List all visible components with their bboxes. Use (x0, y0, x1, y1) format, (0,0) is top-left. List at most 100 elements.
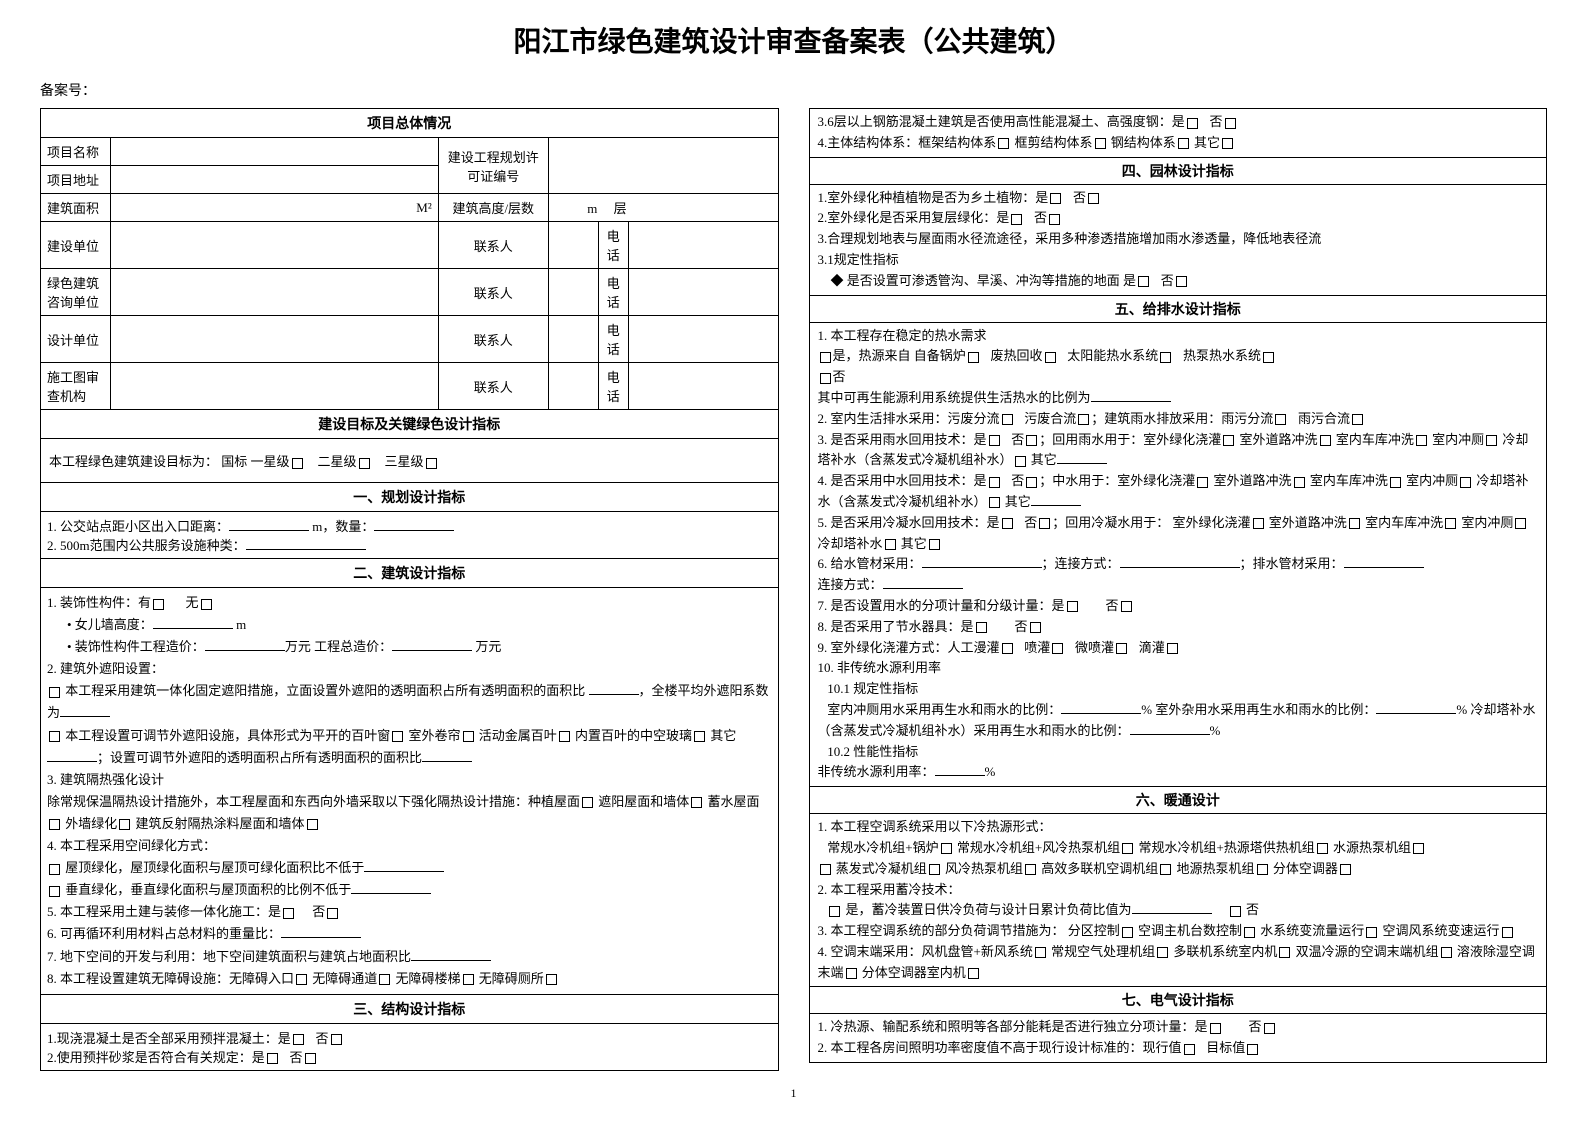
checkbox-stairs[interactable] (463, 974, 474, 985)
checkbox-frameshear[interactable] (1095, 138, 1106, 149)
value-permit[interactable] (548, 138, 778, 194)
checkbox-grey-cooling[interactable] (989, 497, 1000, 508)
checkbox-rain-irrig[interactable] (1223, 435, 1234, 446)
checkbox-fcu[interactable] (1035, 947, 1046, 958)
checkbox-rain-flush[interactable] (1486, 435, 1497, 446)
checkbox-cond-no[interactable] (1039, 518, 1050, 529)
value-contact2[interactable] (548, 269, 598, 316)
checkbox-steel[interactable] (1178, 138, 1189, 149)
value-contact4[interactable] (548, 363, 598, 410)
checkbox-shade-roof[interactable] (691, 797, 702, 808)
checkbox-perm-yes[interactable] (1138, 276, 1149, 287)
blank-grey-other[interactable] (1031, 492, 1081, 506)
blank-storage-ratio[interactable] (1132, 900, 1212, 914)
checkbox-vert-green[interactable] (49, 886, 60, 897)
checkbox-target[interactable] (1247, 1044, 1258, 1055)
value-design-unit[interactable] (111, 316, 439, 363)
blank-shade-other[interactable] (47, 748, 97, 762)
checkbox-2star[interactable] (359, 458, 370, 469)
checkbox-aircool-hp[interactable] (1025, 864, 1036, 875)
checkbox-hpconcrete-no[interactable] (1225, 118, 1236, 129)
blank-parapet[interactable] (153, 615, 233, 629)
checkbox-grey-garage[interactable] (1390, 477, 1401, 488)
checkbox-zone[interactable] (1122, 927, 1133, 938)
checkbox-native-yes[interactable] (1050, 193, 1061, 204)
checkbox-meter-no[interactable] (1121, 601, 1132, 612)
checkbox-rain-garage[interactable] (1416, 435, 1427, 446)
value-contact3[interactable] (548, 316, 598, 363)
value-phone4[interactable] (628, 363, 778, 410)
checkbox-hotwater-yes[interactable] (820, 352, 831, 363)
blank-transit-qty[interactable] (374, 517, 454, 531)
blank-supply-pipe[interactable] (922, 554, 1042, 568)
checkbox-vrf[interactable] (1160, 864, 1171, 875)
checkbox-rain-cooling[interactable] (1015, 456, 1026, 467)
checkbox-greywater-no[interactable] (1026, 477, 1037, 488)
value-project-name[interactable] (111, 138, 439, 166)
blank-total-cost[interactable] (392, 637, 472, 651)
checkbox-shade-fixed[interactable] (49, 687, 60, 698)
checkbox-ahu[interactable] (1157, 947, 1168, 958)
checkbox-chiller-boiler[interactable] (941, 843, 952, 854)
checkbox-saving-yes[interactable] (976, 622, 987, 633)
checkbox-comb-rain[interactable] (1352, 414, 1363, 425)
checkbox-native-no[interactable] (1088, 193, 1099, 204)
value-construct-review[interactable] (111, 363, 439, 410)
value-green-consult[interactable] (111, 269, 439, 316)
checkbox-vrf-indoor[interactable] (1279, 947, 1290, 958)
checkbox-roller[interactable] (463, 731, 474, 742)
checkbox-rainreuse-no[interactable] (1026, 435, 1037, 446)
checkbox-current[interactable] (1184, 1044, 1195, 1055)
checkbox-manual[interactable] (1002, 643, 1013, 654)
checkbox-reflect[interactable] (307, 819, 318, 830)
checkbox-chiller-aircool[interactable] (1122, 843, 1133, 854)
blank-drain-conn[interactable] (883, 575, 963, 589)
checkbox-1star[interactable] (292, 458, 303, 469)
checkbox-perm-no[interactable] (1176, 276, 1187, 287)
blank-roof-green-ratio[interactable] (364, 858, 444, 872)
checkbox-wasteheat[interactable] (1045, 352, 1056, 363)
blank-shade-coef[interactable] (60, 703, 110, 717)
checkbox-cond-garage[interactable] (1445, 518, 1456, 529)
blank-drain-pipe[interactable] (1344, 554, 1424, 568)
checkbox-hpconcrete-yes[interactable] (1187, 118, 1198, 129)
blank-public-facilities[interactable] (246, 536, 366, 550)
checkbox-geo[interactable] (1257, 864, 1268, 875)
blank-rain-other[interactable] (1057, 450, 1107, 464)
blank-outdoor-ratio[interactable] (1376, 700, 1456, 714)
checkbox-heatpump[interactable] (1263, 352, 1274, 363)
checkbox-chiller-tower[interactable] (1317, 843, 1328, 854)
checkbox-micro[interactable] (1116, 643, 1127, 654)
checkbox-spray[interactable] (1052, 643, 1063, 654)
checkbox-meter-yes[interactable] (1067, 601, 1078, 612)
checkbox-dual[interactable] (1441, 947, 1452, 958)
checkbox-varspeed[interactable] (1502, 927, 1513, 938)
checkbox-liquid[interactable] (846, 968, 857, 979)
checkbox-wall-green[interactable] (119, 819, 130, 830)
checkbox-integrated-no[interactable] (327, 908, 338, 919)
value-contact1[interactable] (548, 222, 598, 269)
checkbox-grey-road[interactable] (1294, 477, 1305, 488)
checkbox-water-roof[interactable] (49, 819, 60, 830)
checkbox-cond-cooling[interactable] (885, 539, 896, 550)
value-project-addr[interactable] (111, 166, 439, 194)
checkbox-rain-road[interactable] (1320, 435, 1331, 446)
checkbox-decor-no[interactable] (201, 599, 212, 610)
blank-recycle[interactable] (281, 924, 361, 938)
checkbox-evap[interactable] (820, 864, 831, 875)
checkbox-builtin[interactable] (694, 731, 705, 742)
checkbox-varflow[interactable] (1366, 927, 1377, 938)
blank-transit-dist[interactable] (229, 517, 309, 531)
checkbox-premix-yes[interactable] (293, 1034, 304, 1045)
checkbox-decor-yes[interactable] (153, 599, 164, 610)
blank-flush-ratio[interactable] (1061, 700, 1141, 714)
checkbox-storage-no[interactable] (1230, 906, 1241, 917)
checkbox-submeter-yes[interactable] (1210, 1023, 1221, 1034)
blank-nontrad-rate[interactable] (935, 762, 985, 776)
checkbox-multi-no[interactable] (1049, 214, 1060, 225)
checkbox-sep-sewage[interactable] (1002, 414, 1013, 425)
checkbox-comb-sewage[interactable] (1078, 414, 1089, 425)
value-build-height[interactable]: m 层 (548, 194, 778, 222)
blank-cooling-ratio[interactable] (1130, 721, 1210, 735)
checkbox-passage[interactable] (379, 974, 390, 985)
